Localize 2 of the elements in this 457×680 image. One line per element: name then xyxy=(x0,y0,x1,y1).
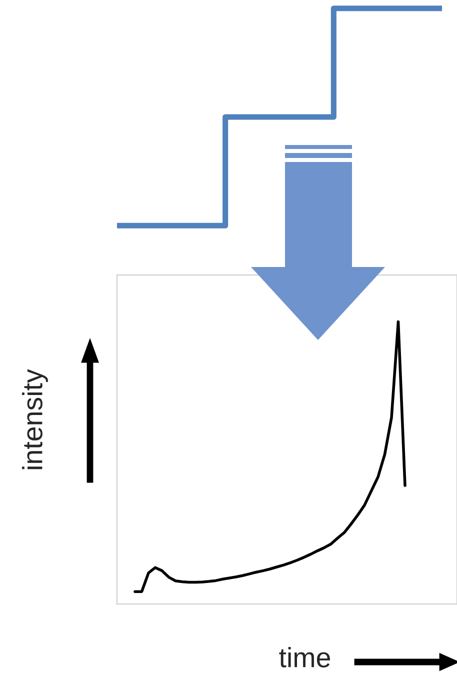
x-axis-title: time xyxy=(279,647,330,668)
y-axis-title: intensity xyxy=(22,369,48,470)
